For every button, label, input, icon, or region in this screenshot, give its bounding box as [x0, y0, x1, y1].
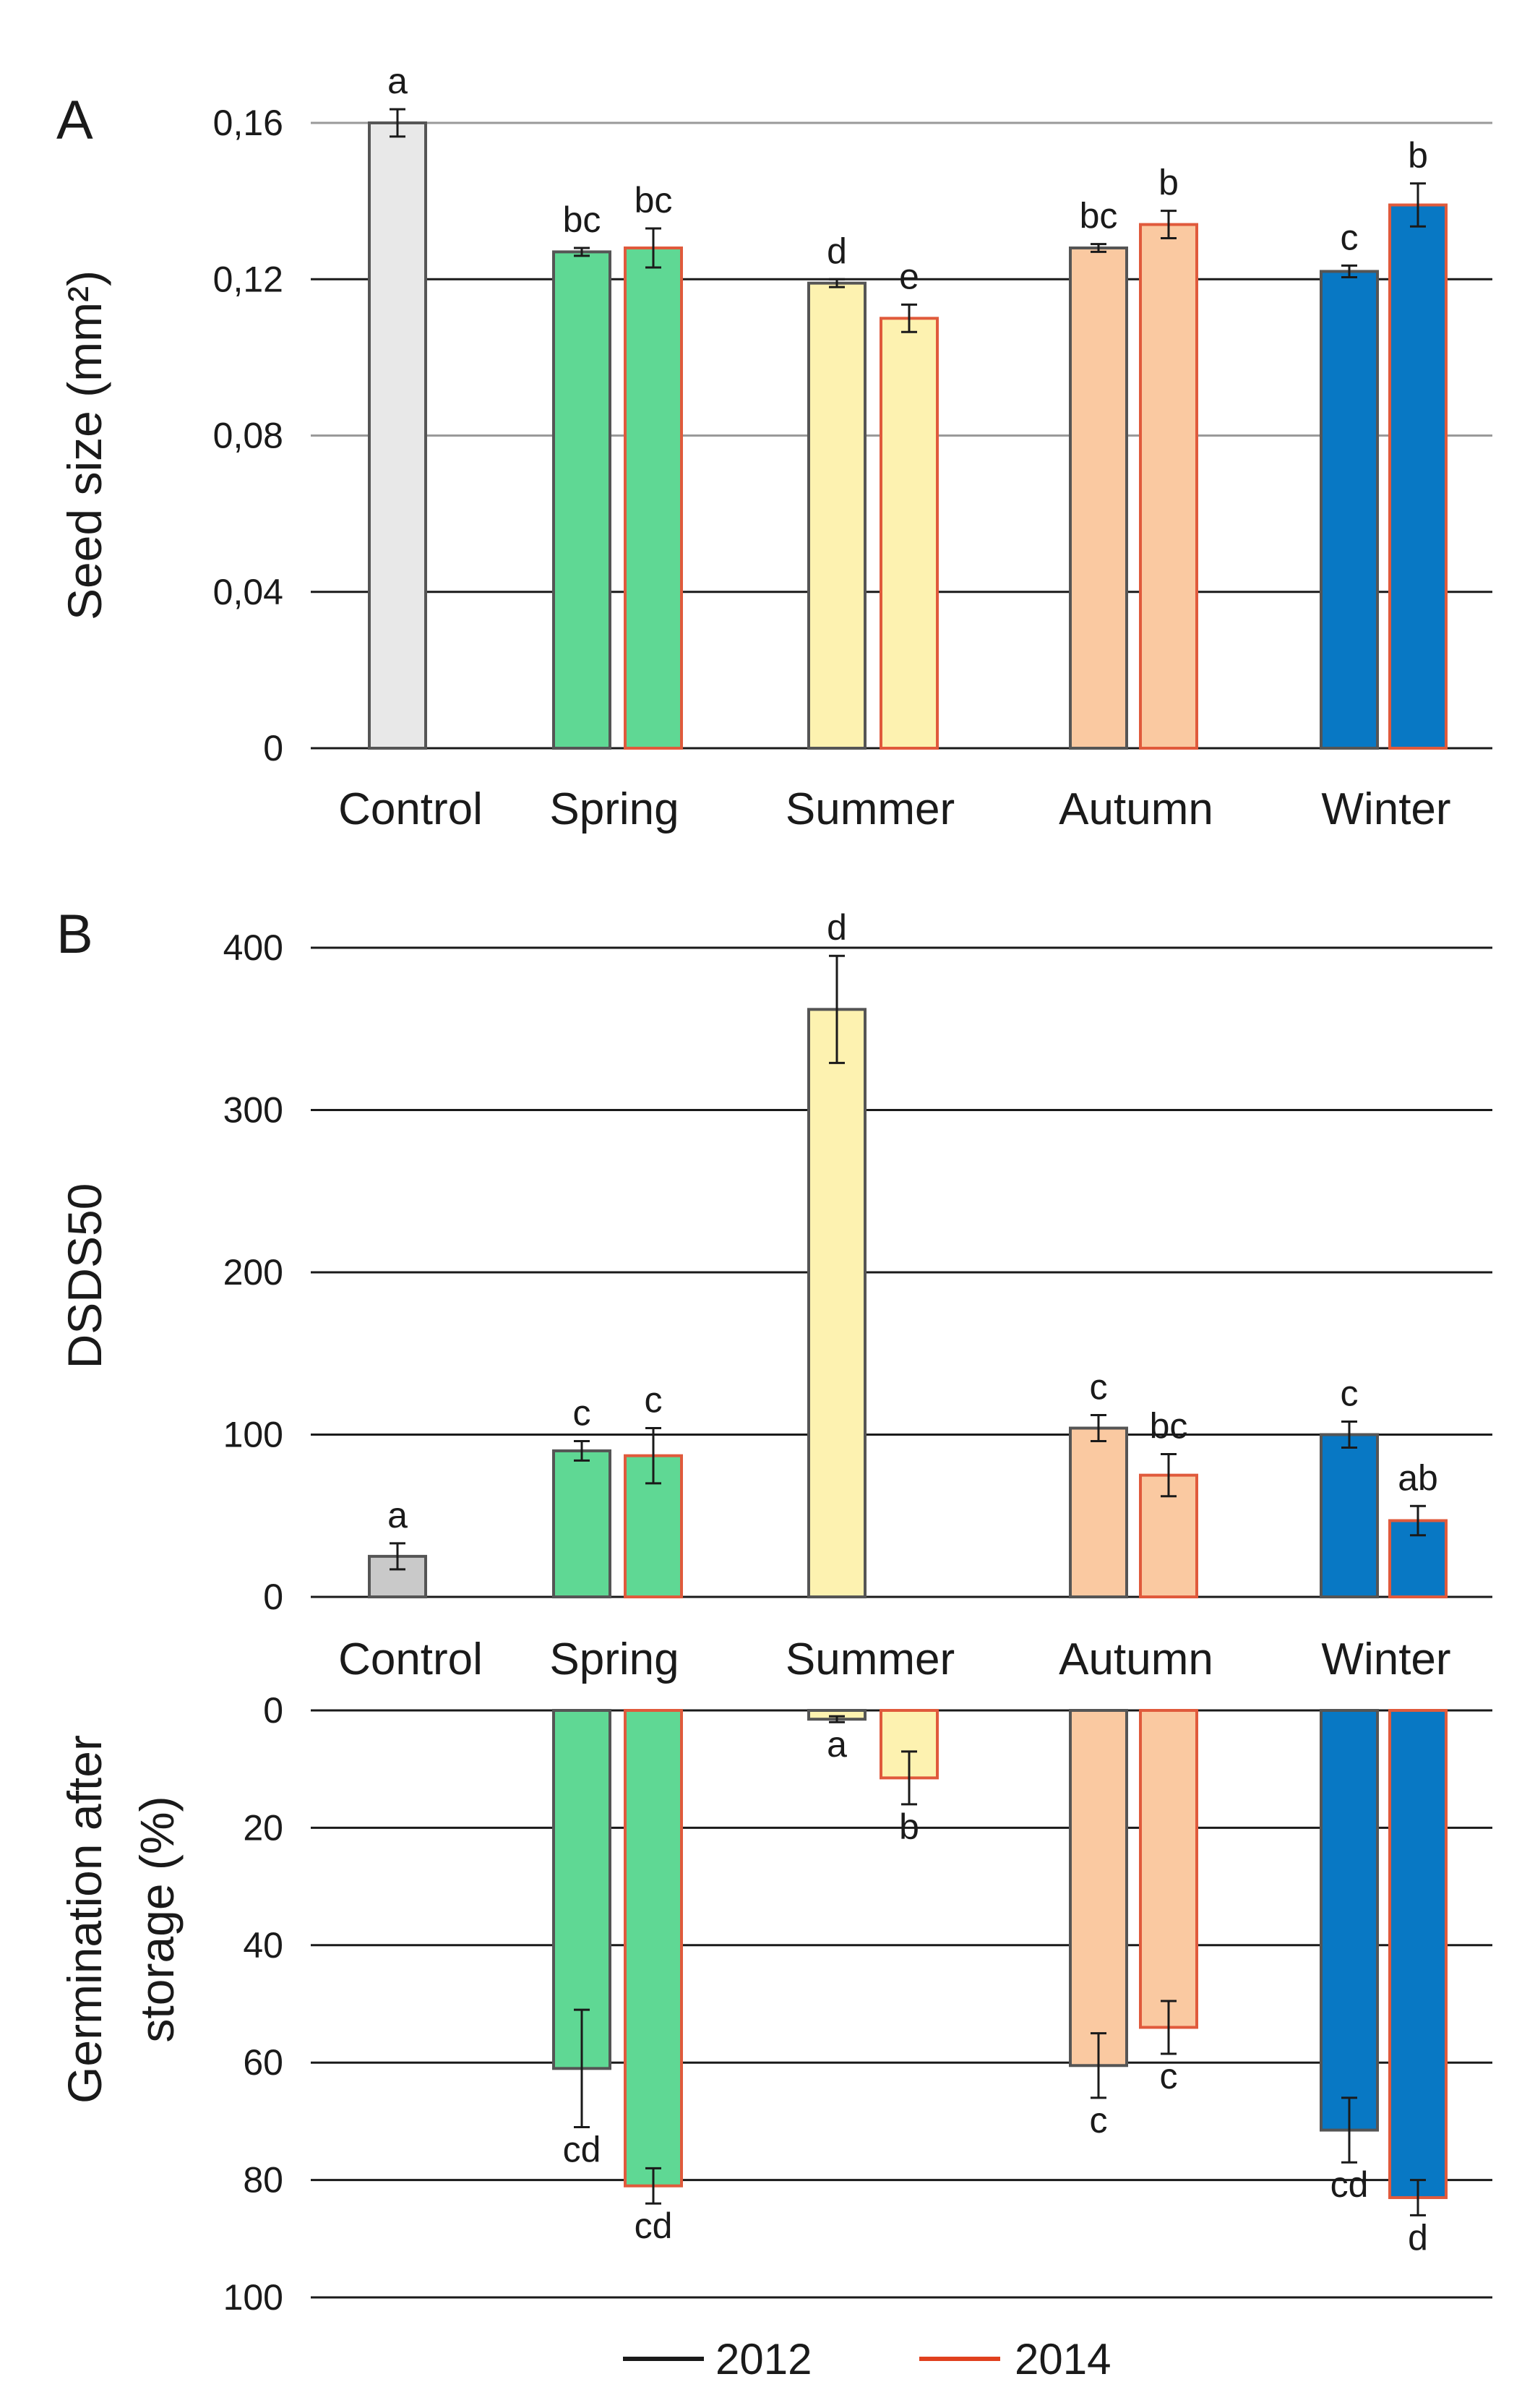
- y-tick-label: 100: [223, 2277, 283, 2318]
- significance-label: c: [645, 1380, 663, 1421]
- legend-label-2012: 2012: [715, 2335, 812, 2383]
- grid-b: [311, 948, 1492, 1597]
- category-label-summer: Summer: [786, 1634, 955, 1684]
- bar-spring-2012: [554, 252, 610, 748]
- y-tick-label: 400: [223, 927, 283, 968]
- category-label-winter: Winter: [1321, 1634, 1450, 1684]
- significance-label: c: [573, 1392, 591, 1433]
- significance-label: c: [1341, 217, 1359, 257]
- bar-winter-2014: [1390, 205, 1446, 748]
- category-label-spring: Spring: [549, 1634, 679, 1684]
- significance-label: b: [1158, 163, 1179, 203]
- category-label-winter: Winter: [1321, 784, 1450, 834]
- category-labels-a: Control Spring Summer Autumn Winter: [338, 784, 1451, 834]
- y-tick-label: 0,08: [213, 416, 283, 456]
- significance-label: c: [1341, 1374, 1359, 1414]
- legend: 2012 2014: [623, 2335, 1111, 2383]
- bar-autumn-2012: [1070, 1428, 1127, 1597]
- y-tick-label: 100: [223, 1415, 283, 1455]
- y-tick-label: 80: [243, 2160, 283, 2201]
- category-labels-b: Control Spring Summer Autumn Winter: [338, 1634, 1451, 1684]
- y-tick-label: 0: [263, 1577, 283, 1617]
- bars-a: a bc d bc c bc e b b: [369, 61, 1446, 748]
- y-tick-label: 0: [263, 728, 283, 768]
- y-tick-label: 0,04: [213, 572, 283, 612]
- y-tick-labels-c: 0 20 40 60 80 100: [223, 1690, 283, 2318]
- significance-label: cd: [635, 2206, 673, 2246]
- y-axis-label-a: Seed size (mm²): [58, 270, 111, 620]
- bar-winter-2012: [1321, 1435, 1377, 1598]
- significance-label: d: [827, 231, 847, 271]
- bar-autumn-2012: [1070, 1710, 1127, 2065]
- bar-autumn-2014: [1140, 1710, 1197, 2027]
- grid-c: [311, 1710, 1492, 2297]
- significance-label: c: [1160, 2056, 1178, 2096]
- significance-label: bc: [1080, 196, 1118, 236]
- category-label-autumn: Autumn: [1059, 784, 1213, 834]
- legend-label-2014: 2014: [1015, 2335, 1111, 2383]
- category-label-autumn: Autumn: [1059, 1634, 1213, 1684]
- significance-label: a: [827, 1724, 847, 1765]
- y-axis-label-c-line2: storage (%): [130, 1796, 184, 2042]
- significance-label: cd: [1330, 2164, 1369, 2205]
- significance-label: bc: [635, 180, 673, 220]
- panel-label-a: A: [56, 90, 93, 151]
- bar-summer-2012: [809, 283, 865, 748]
- y-tick-label: 300: [223, 1090, 283, 1131]
- significance-label: ab: [1398, 1457, 1438, 1498]
- bar-summer-2014: [881, 318, 937, 748]
- y-axis-label-c-line1: Germination after: [58, 1735, 111, 2104]
- significance-label: a: [387, 1495, 408, 1535]
- y-tick-labels-b: 0 100 200 300 400: [223, 927, 283, 1617]
- significance-label: bc: [1150, 1405, 1188, 1446]
- category-label-control: Control: [338, 784, 483, 834]
- significance-label: cd: [563, 2130, 601, 2170]
- bar-summer-2012: [809, 1009, 865, 1597]
- category-label-spring: Spring: [549, 784, 679, 834]
- y-tick-label: 60: [243, 2042, 283, 2083]
- significance-label: a: [387, 61, 408, 101]
- bar-winter-2012: [1321, 1710, 1377, 2130]
- panel-b: B DSDS50 0 100 200 300 400 a c d c c c bc ab Contro…: [56, 904, 1492, 1684]
- panel-a: A Seed size (mm²) 00,040,080,120,16 abcd…: [56, 61, 1492, 834]
- significance-label: bc: [563, 200, 601, 240]
- significance-label: e: [899, 256, 919, 296]
- significance-label: c: [1090, 1367, 1108, 1407]
- bar-winter-2012: [1321, 271, 1377, 748]
- bar-control-2012: [369, 123, 426, 748]
- y-tick-label: 0,16: [213, 103, 283, 143]
- bars-b: a c d c c c bc ab: [369, 907, 1446, 1597]
- significance-label: b: [1408, 135, 1428, 176]
- y-tick-label: 200: [223, 1252, 283, 1293]
- bar-autumn-2012: [1070, 248, 1127, 748]
- y-tick-labels-a: 0 0,04 0,08 0,12 0,16: [213, 103, 283, 768]
- significance-label: d: [1408, 2217, 1428, 2258]
- category-label-summer: Summer: [786, 784, 955, 834]
- significance-label: b: [899, 1807, 919, 1847]
- panel-c: Germination after storage (%) 0 20 40 60 80 1…: [58, 1690, 1492, 2318]
- y-tick-label: 20: [243, 1807, 283, 1848]
- bar-winter-2014: [1390, 1710, 1446, 2198]
- category-label-control: Control: [338, 1634, 483, 1684]
- significance-label: c: [1090, 2100, 1108, 2141]
- bar-spring-2014: [625, 1710, 681, 2186]
- bar-spring-2014: [625, 248, 681, 748]
- significance-label: d: [827, 907, 847, 948]
- y-tick-label: 40: [243, 1925, 283, 1966]
- y-axis-label-b: DSDS50: [58, 1183, 111, 1369]
- y-tick-label: 0,12: [213, 259, 283, 299]
- bar-autumn-2014: [1140, 225, 1197, 748]
- panel-label-b: B: [56, 904, 93, 965]
- y-tick-label: 0: [263, 1690, 283, 1731]
- bar-spring-2012: [554, 1451, 610, 1597]
